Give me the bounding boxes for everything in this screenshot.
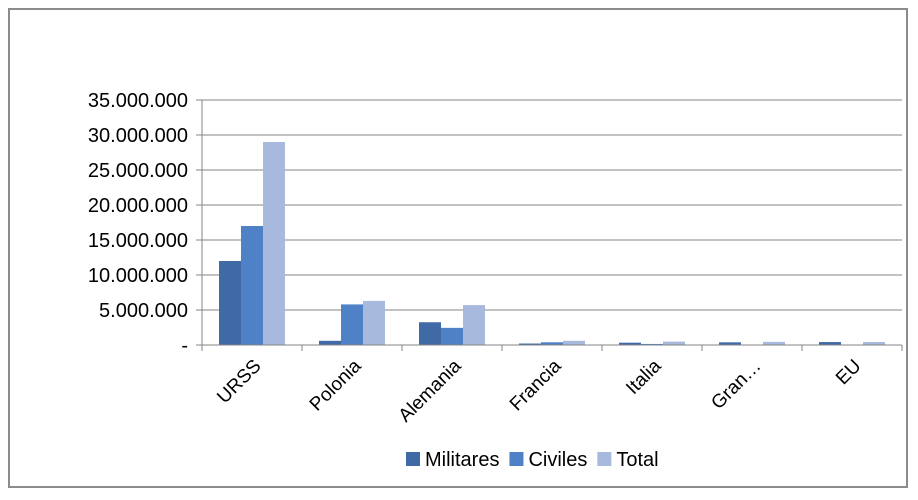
- bar-total-0: [263, 142, 285, 345]
- y-tick-label: 25.000.000: [88, 160, 188, 182]
- y-tick-label: 20.000.000: [88, 195, 188, 217]
- bar-total-6: [863, 341, 885, 345]
- x-tick-label: Gran…: [707, 356, 765, 414]
- legend-label-civiles: Civiles: [528, 449, 587, 471]
- y-tick-label: 15.000.000: [88, 230, 188, 252]
- y-tick-label: 35.000.000: [88, 90, 188, 112]
- legend-label-total: Total: [616, 449, 658, 471]
- legend-swatch-militares: [406, 452, 420, 466]
- y-tick-labels: - 5.000.000 10.000.000 15.000.000 20.000.000…: [88, 90, 188, 357]
- x-tick-label: Francia: [506, 355, 566, 415]
- bar-total-3: [563, 340, 585, 345]
- bar-civiles-1: [341, 304, 363, 345]
- bar-chart: - 5.000.000 10.000.000 15.000.000 20.000.000…: [88, 90, 903, 471]
- legend: Militares Civiles Total: [406, 449, 659, 471]
- legend-swatch-civiles: [509, 452, 524, 466]
- y-tick-label: 30.000.000: [88, 125, 188, 147]
- bar-militares-0: [219, 261, 241, 345]
- bar-total-5: [763, 341, 785, 345]
- x-tick-label: Alemania: [395, 355, 466, 426]
- gridlines: [202, 99, 902, 311]
- bar-militares-5: [719, 342, 741, 345]
- y-tick-label: -: [181, 335, 188, 357]
- bar-militares-6: [819, 342, 841, 345]
- chart-frame: - 5.000.000 10.000.000 15.000.000 20.000.000…: [8, 8, 908, 488]
- x-tick-labels: URSS Polonia Alemania Francia Italia Gran… EU: [213, 355, 865, 426]
- bar-civiles-3: [541, 342, 563, 345]
- y-tick-label: 10.000.000: [88, 265, 188, 287]
- legend-label-militares: Militares: [425, 449, 499, 471]
- axes: [196, 99, 903, 351]
- x-tick-label: Polonia: [306, 355, 366, 415]
- bar-militares-1: [319, 340, 341, 345]
- bar-total-1: [363, 300, 385, 345]
- bar-civiles-4: [641, 343, 663, 345]
- legend-swatch-total: [597, 452, 612, 466]
- bars: [219, 142, 885, 345]
- y-tick-label: 5.000.000: [99, 300, 188, 322]
- x-tick-label: URSS: [213, 356, 265, 408]
- bar-total-2: [463, 305, 485, 345]
- bar-total-4: [663, 341, 685, 345]
- bar-civiles-2: [441, 327, 463, 345]
- bar-militares-3: [519, 343, 541, 345]
- x-tick-label: EU: [832, 356, 866, 390]
- bar-civiles-0: [241, 226, 263, 345]
- bar-militares-2: [419, 322, 441, 345]
- bar-militares-4: [619, 342, 641, 345]
- x-tick-label: Italia: [622, 355, 666, 399]
